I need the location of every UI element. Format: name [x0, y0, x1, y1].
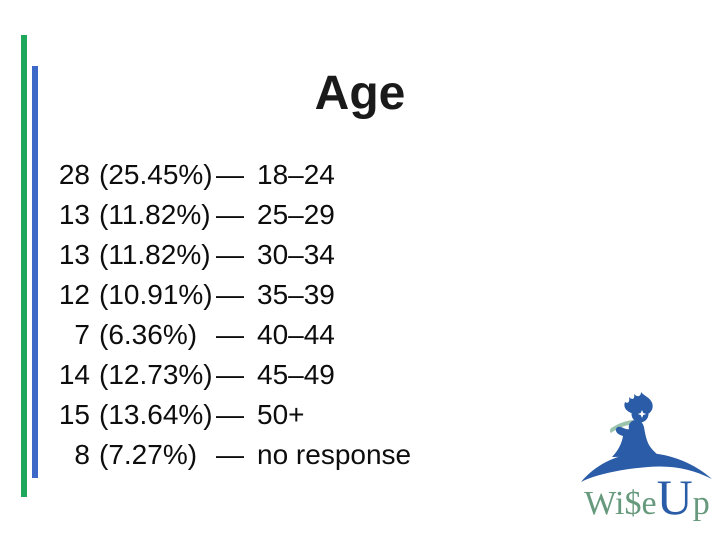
- age-range: 25–29: [257, 199, 335, 230]
- wordmark-u: U: [657, 469, 693, 525]
- separator-dash: —: [216, 239, 244, 270]
- separator-dash: —: [216, 279, 244, 310]
- respondent-count: 12: [58, 279, 90, 310]
- wordmark-p: p: [693, 485, 710, 522]
- respondent-count: 13: [58, 239, 90, 270]
- age-range: 50+: [257, 399, 305, 430]
- respondent-count: 14: [58, 359, 90, 390]
- age-row: 7 (6.36%) — 40–44: [57, 315, 411, 355]
- separator-dash: —: [216, 439, 244, 470]
- wiseup-logo: Wi$eUp: [578, 390, 718, 540]
- age-row: 15 (13.64%) — 50+: [57, 395, 411, 435]
- age-row: 8 (7.27%) — no response: [57, 435, 411, 475]
- respondent-count: 7: [74, 319, 90, 350]
- wordmark-wi: Wi: [584, 485, 624, 522]
- blue-accent-bar: [32, 66, 38, 478]
- age-range: 40–44: [257, 319, 335, 350]
- respondent-percent: (10.91%): [99, 279, 213, 310]
- respondent-count: 15: [58, 399, 90, 430]
- respondent-count: 13: [58, 199, 90, 230]
- separator-dash: —: [216, 359, 244, 390]
- age-row: 13 (11.82%) — 25–29: [57, 195, 411, 235]
- respondent-percent: (12.73%): [99, 359, 213, 390]
- age-row: 14 (12.73%) — 45–49: [57, 355, 411, 395]
- age-range: 18–24: [257, 159, 335, 190]
- age-distribution-list: 28 (25.45%) —18–24 13 (11.82%) —25–29 13 (11.…: [57, 155, 411, 475]
- separator-dash: —: [216, 159, 244, 190]
- separator-dash: —: [216, 199, 244, 230]
- separator-dash: —: [216, 399, 244, 430]
- age-range: 45–49: [257, 359, 335, 390]
- respondent-percent: (11.82%): [99, 199, 211, 230]
- woman-figure-body-icon: [612, 419, 659, 457]
- age-row: 12 (10.91%) — 35–39: [57, 275, 411, 315]
- wordmark-dollar: $: [624, 485, 641, 522]
- age-range: 30–34: [257, 239, 335, 270]
- respondent-percent: (7.27%): [99, 439, 198, 470]
- green-accent-bar: [21, 35, 27, 497]
- separator-dash: —: [216, 319, 244, 350]
- respondent-percent: (11.82%): [99, 239, 211, 270]
- age-range: 35–39: [257, 279, 335, 310]
- page-title: Age: [314, 67, 406, 120]
- age-range: no response: [257, 439, 412, 470]
- sparkle-icon: [637, 410, 647, 418]
- wiseup-wordmark: Wi$eUp: [584, 469, 709, 525]
- respondent-percent: (13.64%): [99, 399, 213, 430]
- age-row: 13 (11.82%) — 30–34: [57, 235, 411, 275]
- age-row: 28 (25.45%) — 18–24: [57, 155, 411, 195]
- respondent-count: 8: [74, 439, 90, 470]
- respondent-count: 28: [58, 159, 90, 190]
- wiseup-arc-icon: [581, 452, 712, 482]
- wordmark-e: e: [641, 485, 656, 522]
- respondent-percent: (6.36%): [99, 319, 198, 350]
- scarf-icon: [609, 420, 636, 433]
- respondent-percent: (25.45%): [99, 159, 213, 190]
